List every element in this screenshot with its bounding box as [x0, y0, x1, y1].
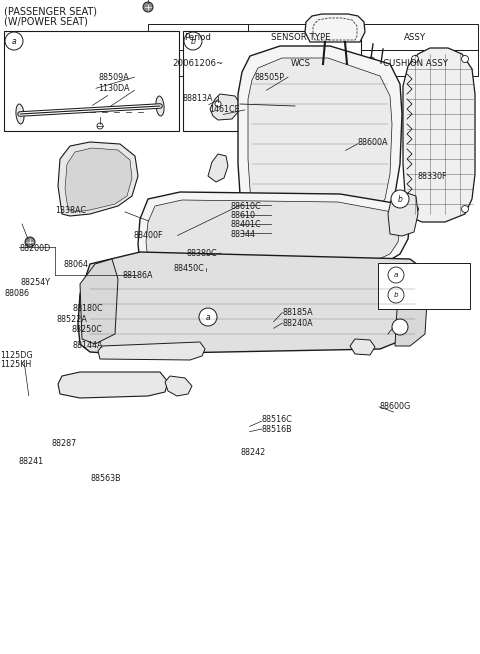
Circle shape [367, 57, 375, 65]
Circle shape [461, 56, 468, 63]
Circle shape [411, 205, 419, 213]
Polygon shape [350, 339, 375, 355]
Polygon shape [58, 142, 138, 216]
Text: a: a [394, 272, 398, 278]
Text: a: a [12, 37, 16, 46]
Polygon shape [58, 372, 168, 398]
Text: 88610: 88610 [230, 211, 255, 220]
Text: CUSHION ASSY: CUSHION ASSY [383, 58, 448, 67]
Circle shape [388, 287, 404, 303]
Polygon shape [388, 192, 418, 236]
Polygon shape [138, 192, 410, 274]
Text: (PASSENGER SEAT): (PASSENGER SEAT) [4, 6, 97, 16]
Text: ASSY: ASSY [405, 33, 427, 41]
Circle shape [391, 190, 409, 208]
Polygon shape [305, 14, 365, 42]
Text: 1125KH: 1125KH [0, 360, 31, 370]
Circle shape [388, 267, 404, 283]
Text: 88064: 88064 [64, 260, 89, 269]
Text: 88516B: 88516B [262, 424, 292, 434]
Text: WCS: WCS [290, 58, 311, 67]
Text: 1338AC: 1338AC [55, 206, 86, 215]
Circle shape [411, 56, 419, 63]
Text: 88450C: 88450C [174, 264, 204, 273]
Polygon shape [238, 46, 402, 226]
Text: 88330F: 88330F [418, 172, 447, 181]
Polygon shape [210, 94, 240, 120]
Polygon shape [78, 252, 430, 354]
Text: b: b [397, 194, 402, 203]
Polygon shape [313, 18, 357, 40]
Text: 1130DA: 1130DA [98, 84, 130, 94]
Circle shape [5, 32, 23, 50]
Ellipse shape [16, 104, 24, 124]
Text: b: b [191, 37, 195, 46]
Polygon shape [80, 259, 118, 344]
Circle shape [377, 62, 385, 70]
Circle shape [143, 2, 153, 12]
Polygon shape [248, 58, 392, 219]
Bar [353, 24, 478, 50]
Text: 88254Y: 88254Y [20, 278, 50, 287]
Ellipse shape [156, 96, 164, 116]
Circle shape [25, 237, 35, 247]
Text: 88185A: 88185A [282, 308, 313, 317]
Text: 88287: 88287 [52, 439, 77, 448]
Polygon shape [395, 269, 428, 346]
Text: 88240A: 88240A [282, 318, 313, 328]
Text: 88505P: 88505P [254, 73, 284, 82]
Circle shape [215, 101, 221, 107]
Text: 88600A: 88600A [358, 138, 388, 147]
Text: b: b [394, 292, 398, 298]
Text: 88522A: 88522A [57, 315, 87, 324]
Polygon shape [208, 154, 228, 182]
Bar [148, 24, 248, 50]
Text: 88186A: 88186A [122, 271, 153, 281]
Text: 1125DG: 1125DG [0, 351, 33, 360]
Text: 88086: 88086 [5, 289, 30, 298]
Circle shape [392, 319, 408, 335]
Text: 1461CE: 1461CE [209, 105, 240, 114]
Circle shape [298, 84, 342, 128]
Polygon shape [98, 342, 205, 360]
Text: 88144A: 88144A [73, 341, 104, 350]
Bar [353, 50, 478, 76]
Circle shape [199, 308, 217, 326]
Text: SENSOR TYPE: SENSOR TYPE [271, 33, 330, 41]
Polygon shape [65, 148, 132, 212]
Bar [248, 50, 353, 76]
Circle shape [97, 123, 103, 129]
Text: 88250C: 88250C [71, 325, 102, 334]
Bar [248, 24, 353, 50]
Polygon shape [165, 376, 192, 396]
Bar [183, 31, 361, 131]
Text: 88344: 88344 [230, 230, 255, 239]
Text: 88813A: 88813A [182, 94, 213, 103]
Bar [148, 50, 248, 76]
Polygon shape [403, 48, 475, 222]
Polygon shape [146, 200, 400, 270]
Circle shape [461, 205, 468, 213]
Text: 88242: 88242 [241, 448, 266, 457]
Text: (W/POWER SEAT): (W/POWER SEAT) [4, 16, 88, 26]
Text: 88516C: 88516C [262, 415, 292, 424]
Bar [4, 31, 179, 131]
Text: 88610C: 88610C [230, 202, 261, 211]
Text: a: a [206, 313, 210, 322]
Text: 88380C: 88380C [186, 249, 217, 258]
Text: 88600G: 88600G [379, 402, 410, 411]
Text: 88401C: 88401C [230, 220, 261, 230]
Text: 88563B: 88563B [90, 474, 121, 483]
Circle shape [306, 92, 334, 120]
Text: Period: Period [185, 33, 211, 41]
Text: 88400F: 88400F [133, 231, 163, 240]
Bar [378, 263, 470, 309]
Text: 88241: 88241 [18, 457, 43, 466]
Text: 88180C: 88180C [73, 304, 104, 313]
Circle shape [184, 32, 202, 50]
Text: 20061206~: 20061206~ [172, 58, 224, 67]
Text: 88200D: 88200D [19, 244, 50, 253]
Text: 88509A: 88509A [98, 73, 129, 82]
